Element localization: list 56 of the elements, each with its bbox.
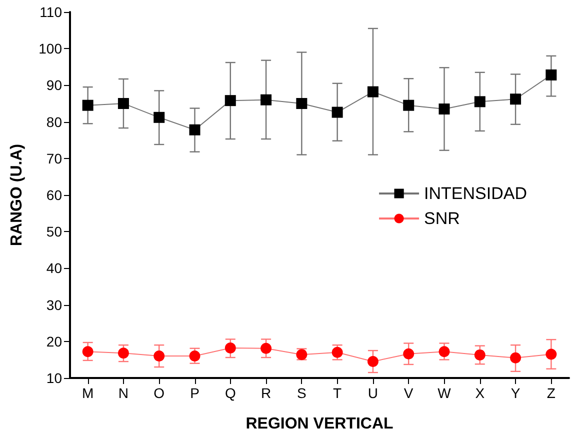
y-tick-label: 30 <box>46 296 62 313</box>
point <box>118 98 129 109</box>
point <box>260 342 272 354</box>
y-tick-label: 60 <box>46 187 62 203</box>
x-tick-label: M <box>82 385 94 401</box>
x-tick-label: Q <box>224 385 236 401</box>
y-tick-label: 20 <box>46 333 62 350</box>
x-tick-label: W <box>438 385 452 401</box>
point <box>367 86 378 98</box>
x-tick-label: Z <box>546 385 556 401</box>
point <box>154 112 165 123</box>
x-tick-label: T <box>333 385 342 401</box>
point <box>82 100 94 111</box>
legend-label: INTENSIDAD <box>424 184 528 203</box>
x-axis-title: REGION VERTICAL <box>246 416 394 432</box>
y-axis-title: RANGO (U.A) <box>8 144 26 246</box>
point <box>260 94 272 106</box>
point <box>296 98 308 109</box>
y-tick-label: 110 <box>40 4 62 20</box>
y-tick-label: 10 <box>46 370 62 386</box>
point <box>224 342 236 354</box>
point <box>438 346 450 358</box>
point <box>474 96 486 108</box>
point <box>82 346 94 358</box>
point <box>510 352 522 364</box>
point <box>546 69 557 80</box>
x-tick-label: R <box>260 385 272 401</box>
y-tick-label: 90 <box>46 77 62 94</box>
x-tick-label: X <box>475 385 486 401</box>
point <box>510 94 522 105</box>
point <box>403 100 414 111</box>
point <box>403 348 414 360</box>
x-tick-label: Y <box>510 385 521 401</box>
y-tick-label: 40 <box>46 260 62 276</box>
x-tick-label: S <box>297 385 306 401</box>
legend-label: SNR <box>424 209 460 228</box>
point <box>224 95 236 106</box>
point <box>332 106 343 118</box>
y-tick-label: 80 <box>46 114 62 130</box>
point <box>189 124 200 136</box>
x-tick-label: U <box>368 385 378 401</box>
x-tick-label: O <box>154 385 165 401</box>
point <box>332 346 343 358</box>
point <box>189 350 200 362</box>
point <box>474 349 486 360</box>
x-tick-label: V <box>404 385 414 401</box>
y-tick-label: 50 <box>46 224 62 240</box>
x-tick-label: P <box>190 385 200 401</box>
point <box>438 103 450 114</box>
y-tick-label: 70 <box>46 150 62 166</box>
point <box>546 348 557 360</box>
point <box>367 356 378 368</box>
x-tick-label: N <box>118 385 129 401</box>
point <box>118 348 129 359</box>
y-tick-label: 100 <box>38 40 62 57</box>
point <box>154 350 165 362</box>
